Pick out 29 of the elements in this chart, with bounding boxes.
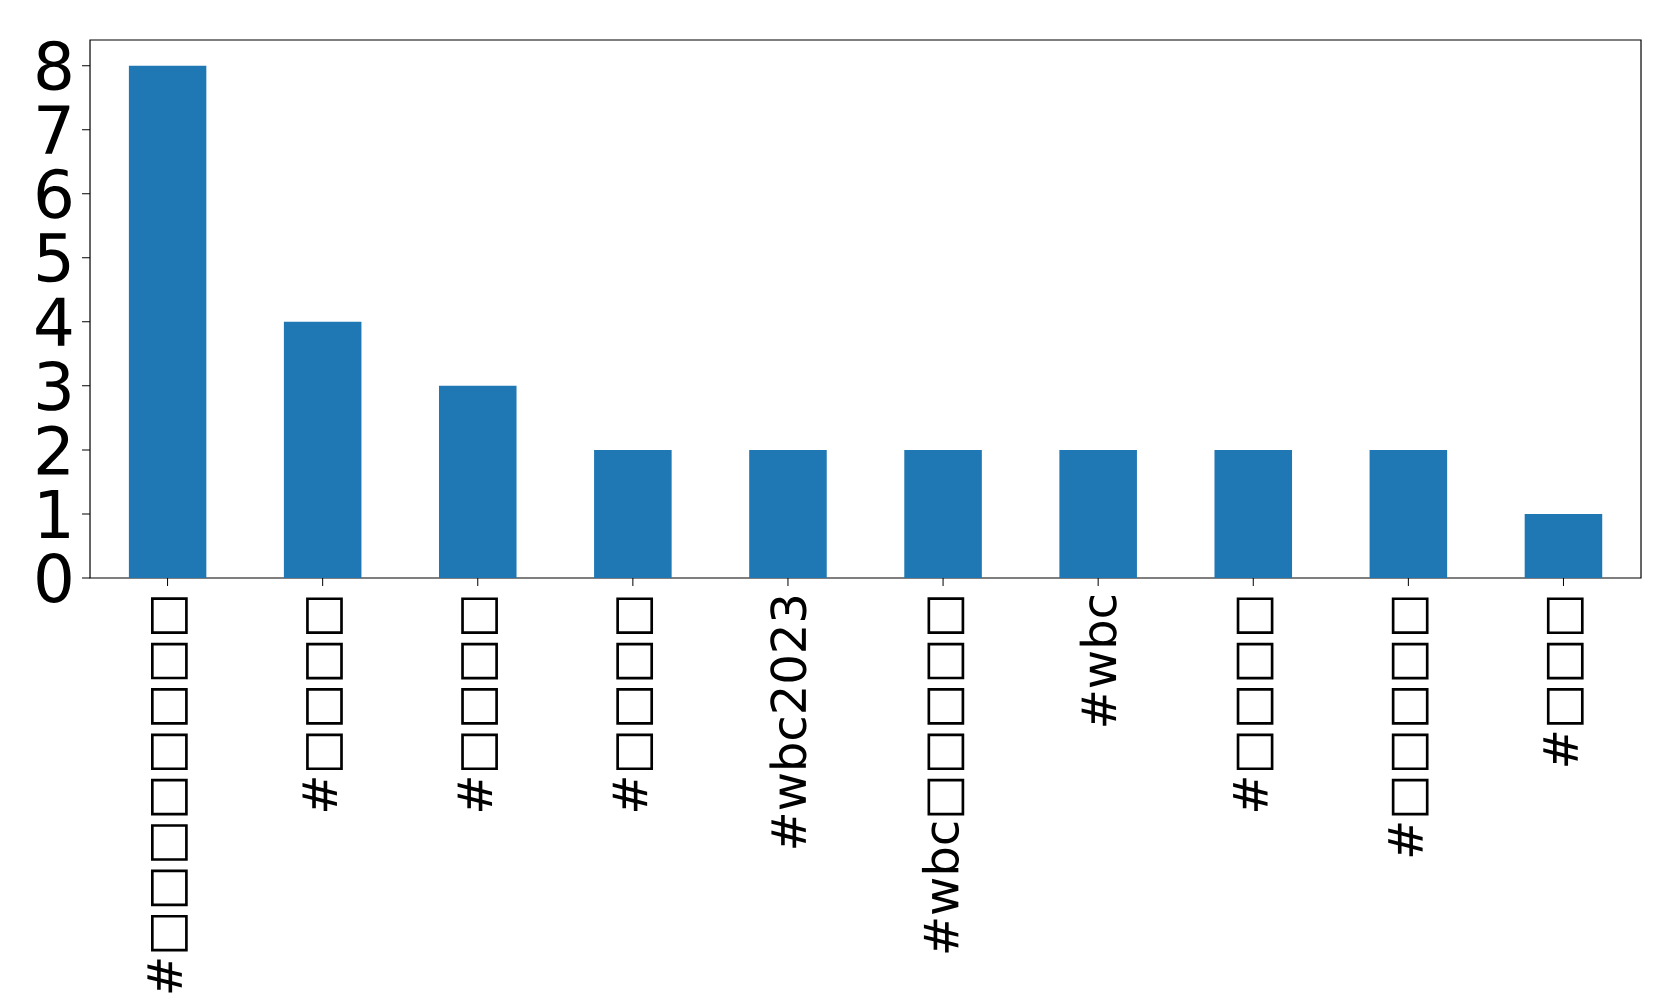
x-tick-label: #□□□□ [612, 597, 654, 811]
y-tick-label: 2 [37, 425, 69, 475]
y-tick-label: 6 [37, 168, 71, 219]
bar [904, 449, 982, 579]
y-tick-label: 4 [36, 297, 72, 346]
x-tick-label: #□□□□ [302, 597, 343, 811]
bar [1369, 449, 1448, 579]
bar [128, 65, 207, 579]
x-tick-label: #wbc [1079, 596, 1117, 726]
x-tick-label: #□□□□ [457, 597, 498, 811]
bar [1524, 513, 1603, 579]
y-tick-label: 1 [40, 489, 69, 539]
bar [594, 449, 672, 579]
bar [1214, 449, 1293, 579]
x-tick-label: #□□□□□□□□ [147, 597, 188, 993]
bar [749, 449, 827, 579]
y-tick-label: 8 [37, 40, 71, 91]
bar [438, 385, 517, 579]
y-tick-label: 3 [37, 360, 70, 411]
y-tick-label: 5 [38, 233, 70, 283]
bar [1059, 449, 1137, 579]
x-tick-label: #□□□ [1543, 597, 1584, 766]
bar [283, 321, 362, 579]
x-tick-label: #wbc□□□□□ [921, 597, 965, 953]
y-tick-label: 0 [37, 553, 71, 603]
x-tick-label: #wbc2023 [769, 596, 807, 848]
x-tick-label: #□□□□ [1233, 597, 1274, 811]
y-tick-label: 7 [38, 105, 70, 154]
x-tick-label: #□□□□□ [1388, 597, 1429, 857]
